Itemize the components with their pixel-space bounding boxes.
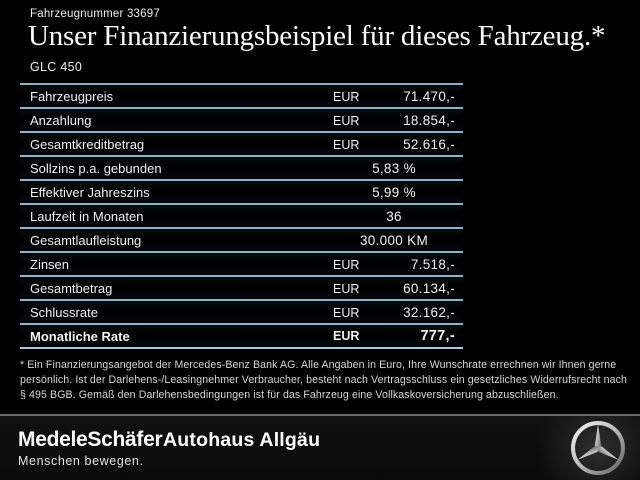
row-value: 18.854,- [403, 112, 455, 128]
finance-table: Fahrzeugpreis EUR 71.470,- Anzahlung EUR 1… [20, 83, 463, 349]
table-row: Gesamtkreditbetrag EUR 52.616,- [20, 133, 463, 157]
row-currency: EUR [333, 329, 360, 343]
table-row: Anzahlung EUR 18.854,- [20, 109, 463, 133]
row-value: 36 [386, 208, 402, 224]
row-label: Schlussrate [30, 304, 98, 320]
footer: MedeleSchäfer Menschen bewegen. Autohaus… [0, 416, 640, 480]
row-label: Anzahlung [30, 112, 92, 128]
row-value: 5,99 % [372, 184, 416, 200]
table-row: Laufzeit in Monaten 36 [20, 205, 463, 229]
mercedes-star-icon [571, 421, 625, 475]
row-currency: EUR [333, 137, 360, 152]
row-currency: EUR [333, 305, 360, 320]
dealer-tagline: Menschen bewegen. [18, 454, 144, 468]
table-row: Sollzins p.a. gebunden 5,83 % [20, 157, 463, 181]
table-row: Fahrzeugpreis EUR 71.470,- [20, 85, 463, 109]
row-value: 30.000 KM [360, 232, 428, 248]
row-label: Gesamtlaufleistung [30, 232, 142, 248]
vehicle-number: Fahrzeugnummer 33697 [30, 8, 160, 20]
table-row: Gesamtbetrag EUR 60.134,- [20, 277, 463, 301]
row-currency: EUR [333, 257, 360, 272]
table-row: Effektiver Jahreszins 5,99 % [20, 181, 463, 205]
row-currency: EUR [333, 113, 360, 128]
row-label: Gesamtkreditbetrag [30, 136, 145, 152]
row-value: 71.470,- [403, 88, 455, 104]
row-label: Monatliche Rate [30, 328, 130, 344]
row-currency: EUR [333, 281, 360, 296]
row-value: 52.616,- [403, 136, 455, 152]
model-name: GLC 450 [30, 60, 83, 74]
table-row-monthly-rate: Monatliche Rate EUR 777,- [20, 325, 463, 349]
row-label: Gesamtbetrag [30, 280, 113, 296]
row-label: Effektiver Jahreszins [30, 184, 150, 200]
row-value: 60.134,- [403, 280, 455, 296]
row-value: 7.518,- [410, 256, 455, 272]
table-row: Schlussrate EUR 32.162,- [20, 301, 463, 325]
row-value: 32.162,- [403, 304, 455, 320]
row-currency: EUR [333, 89, 360, 104]
row-value: 5,83 % [372, 160, 416, 176]
footer-divider [0, 414, 640, 416]
row-label: Sollzins p.a. gebunden [30, 160, 162, 176]
page-title: Unser Finanzierungsbeispiel für dieses F… [28, 20, 606, 52]
row-label: Fahrzeugpreis [30, 88, 114, 104]
dealer-logo-2: Autohaus Allgäu [163, 429, 321, 451]
row-label: Zinsen [30, 256, 70, 272]
row-value: 777,- [420, 328, 455, 344]
row-label: Laufzeit in Monaten [30, 208, 144, 224]
table-row: Gesamtlaufleistung 30.000 KM [20, 229, 463, 253]
table-row: Zinsen EUR 7.518,- [20, 253, 463, 277]
dealer-logo: MedeleSchäfer [18, 428, 163, 451]
disclaimer-text: * Ein Finanzierungsangebot der Mercedes-… [20, 359, 628, 401]
